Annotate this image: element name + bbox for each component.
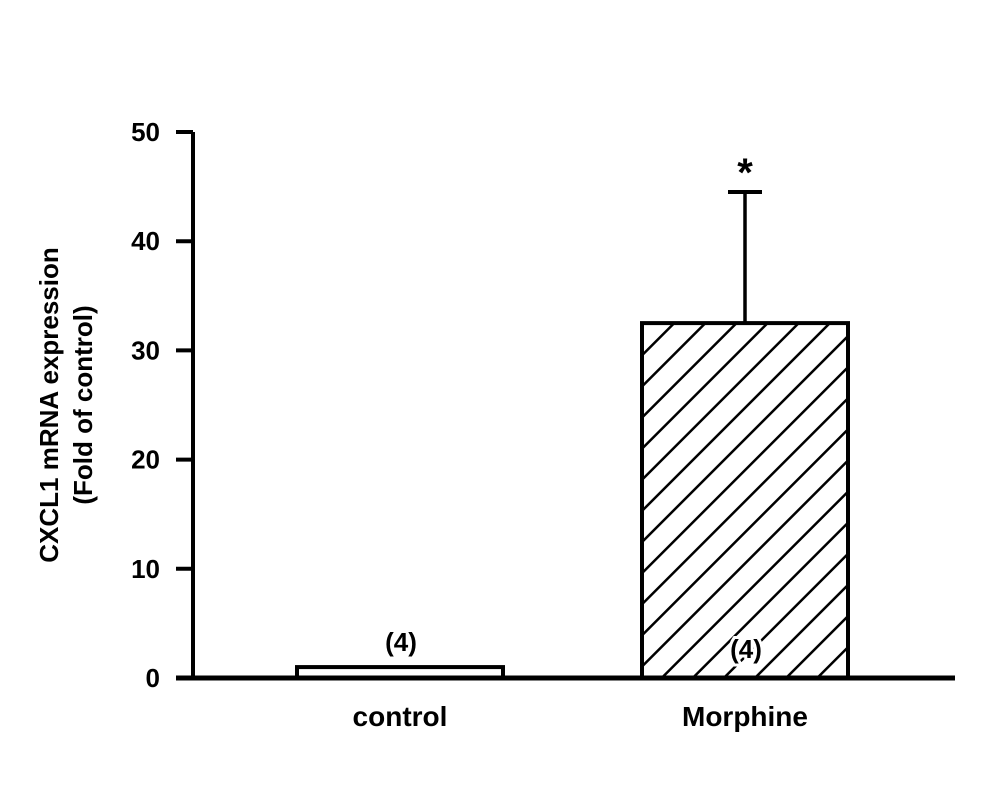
y-tick-label: 10	[131, 554, 160, 584]
y-tick-label: 40	[131, 226, 160, 256]
n-label: (4)	[385, 627, 417, 657]
y-axis-label-line2: (Fold of control)	[68, 305, 98, 504]
y-tick-label: 30	[131, 335, 160, 365]
significance-marker: *	[737, 151, 753, 195]
y-tick-label: 50	[131, 117, 160, 147]
y-tick-label: 0	[146, 663, 160, 693]
x-tick-label: control	[353, 701, 448, 732]
bar-morphine	[640, 321, 850, 680]
x-tick-label: Morphine	[682, 701, 808, 732]
n-label: (4)	[730, 634, 762, 664]
y-axis-label-line1: CXCL1 mRNA expression	[34, 247, 64, 562]
y-tick-label: 20	[131, 445, 160, 475]
